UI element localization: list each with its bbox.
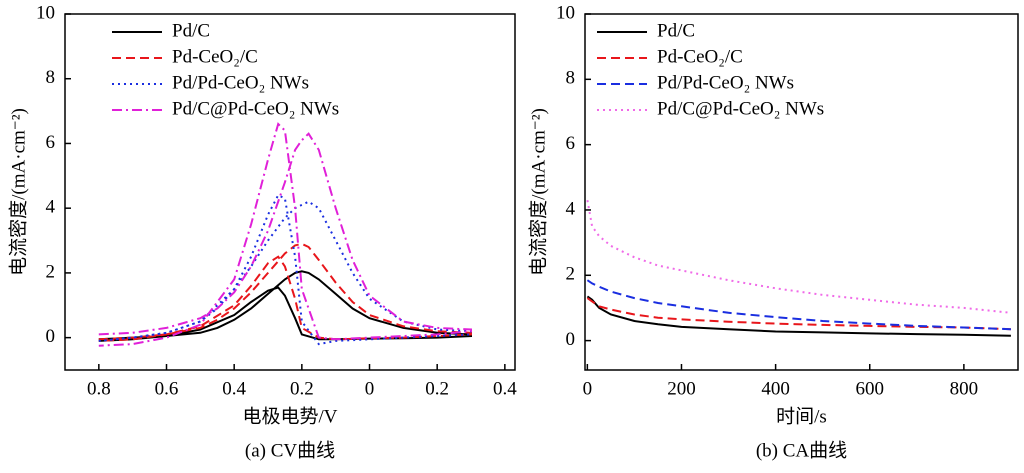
plot-frame xyxy=(64,13,516,371)
data-line xyxy=(98,242,472,342)
data-line xyxy=(98,193,472,346)
data-line xyxy=(586,297,1011,331)
y-tick-label: 8 xyxy=(46,67,56,88)
x-tick-label: 200 xyxy=(667,378,696,399)
x-tick-label: 0.8 xyxy=(87,378,111,399)
x-tick-label: 0.6 xyxy=(155,378,179,399)
legend-label: Pd/C@Pd-CeO₂ NWs xyxy=(172,98,339,119)
legend-label: Pd/Pd-CeO₂ NWs xyxy=(172,72,309,93)
x-tick-label: 400 xyxy=(761,378,790,399)
data-line xyxy=(586,295,1011,337)
y-tick-label: 0 xyxy=(566,329,576,350)
legend-label: Pd-CeO₂/C xyxy=(172,46,258,67)
caption: (b) CA曲线 xyxy=(756,439,847,461)
x-tick-label: 0.2 xyxy=(425,378,449,399)
legend-label: Pd/C@Pd-CeO₂ NWs xyxy=(657,98,824,119)
y-axis-title: 电流密度/(mA·cm⁻²) xyxy=(527,108,549,276)
x-axis-title: 电极电势/V xyxy=(242,405,337,427)
legend-label: Pd/C xyxy=(172,20,210,41)
legend-label: Pd/C xyxy=(657,20,695,41)
y-tick-label: 8 xyxy=(566,68,576,89)
x-tick-label: 0 xyxy=(583,378,593,399)
caption: (a) CV曲线 xyxy=(245,439,335,461)
x-tick-label: 0.4 xyxy=(493,378,517,399)
x-tick-label: 800 xyxy=(950,378,979,399)
data-line xyxy=(586,279,1011,331)
data-line xyxy=(98,122,472,347)
y-tick-label: 6 xyxy=(46,132,56,153)
plot-frame xyxy=(584,13,1019,371)
y-tick-label: 4 xyxy=(566,198,576,219)
x-tick-label: 0.2 xyxy=(290,378,314,399)
y-tick-label: 2 xyxy=(566,264,576,285)
x-tick-label: 0.4 xyxy=(222,378,246,399)
x-tick-label: 600 xyxy=(855,378,884,399)
y-tick-label: 0 xyxy=(46,326,56,347)
x-axis-title: 时间/s xyxy=(776,405,827,427)
legend-label: Pd/Pd-CeO₂ NWs xyxy=(657,72,794,93)
x-tick-label: 0 xyxy=(365,378,375,399)
y-tick-label: 6 xyxy=(566,133,576,154)
y-tick-label: 2 xyxy=(46,261,56,282)
y-axis-title: 电流密度/(mA·cm⁻²) xyxy=(7,108,29,276)
y-tick-label: 10 xyxy=(36,2,55,23)
y-tick-label: 10 xyxy=(556,2,575,23)
y-tick-label: 4 xyxy=(46,197,56,218)
data-line xyxy=(586,200,1012,314)
legend-label: Pd-CeO₂/C xyxy=(657,46,743,67)
